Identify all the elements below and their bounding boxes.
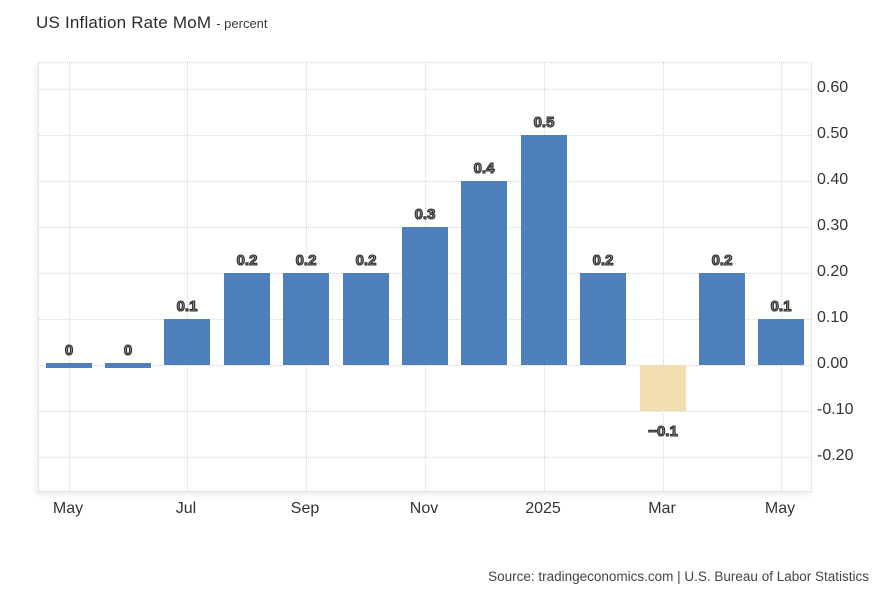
bar-aug[interactable] — [224, 273, 270, 365]
bar-value-label: 0.1 — [770, 297, 792, 315]
bar-value-label: 0.1 — [176, 297, 198, 315]
y-axis-tick-label: 0.10 — [817, 309, 849, 326]
bar-value-label: 0 — [64, 341, 74, 359]
x-axis-tick-label: Sep — [290, 500, 320, 517]
bar-value-label: 0.2 — [236, 251, 258, 269]
chart-title: US Inflation Rate MoM — [36, 13, 212, 32]
y-axis-tick-label: 0.00 — [817, 355, 849, 372]
bar-mar[interactable] — [640, 365, 686, 411]
bar-value-label: 0.2 — [711, 251, 733, 269]
x-axis-tick-label: Nov — [409, 500, 439, 517]
bar-value-label: 0 — [123, 341, 133, 359]
bar-value-label: 0.3 — [414, 205, 436, 223]
plot-area: 0 0 0.1 0.2 0.2 0.2 0.3 0.4 0.5 0.2 −0.1 0.2 0.1 — [38, 62, 812, 492]
x-axis-tick-label: Jul — [175, 500, 197, 517]
bar-jun[interactable] — [105, 363, 151, 368]
bar-value-label: 0.2 — [355, 251, 377, 269]
gridline-vertical — [69, 63, 70, 491]
bar-may[interactable] — [758, 319, 804, 365]
bar-may[interactable] — [46, 363, 92, 368]
bar-value-label: −0.1 — [648, 422, 679, 440]
bar-sep[interactable] — [283, 273, 329, 365]
y-axis-tick-label: 0.40 — [817, 171, 849, 188]
bar-value-label: 0.5 — [533, 113, 555, 131]
bar-value-label: 0.2 — [295, 251, 317, 269]
x-axis-tick-label: May — [764, 500, 796, 517]
bar-nov[interactable] — [402, 227, 448, 365]
gridline-vertical — [781, 63, 782, 491]
y-axis-tick-label: 0.60 — [817, 79, 849, 96]
y-axis-tick-label: 0.20 — [817, 263, 849, 280]
y-axis-tick-label: 0.30 — [817, 217, 849, 234]
source-attribution: Source: tradingeconomics.com | U.S. Bure… — [488, 569, 869, 584]
bar-value-label: 0.4 — [473, 159, 495, 177]
gridline-vertical — [663, 63, 664, 491]
bar-2025[interactable] — [521, 135, 567, 365]
bar-value-label: 0.2 — [592, 251, 614, 269]
y-axis-tick-label: 0.50 — [817, 125, 849, 142]
bar-jul[interactable] — [164, 319, 210, 365]
x-axis-tick-label: 2025 — [525, 500, 561, 517]
bar-oct[interactable] — [343, 273, 389, 365]
bar-dec[interactable] — [461, 181, 507, 365]
y-axis-tick-label: -0.10 — [817, 401, 854, 418]
y-axis-tick-label: -0.20 — [817, 447, 854, 464]
bar-feb[interactable] — [580, 273, 626, 365]
bar-apr[interactable] — [699, 273, 745, 365]
chart-subtitle: - percent — [216, 16, 268, 31]
x-axis-tick-label: May — [52, 500, 84, 517]
chart-header: US Inflation Rate MoM - percent — [36, 13, 268, 33]
gridline-vertical — [187, 63, 188, 491]
x-axis-tick-label: Mar — [648, 500, 676, 517]
